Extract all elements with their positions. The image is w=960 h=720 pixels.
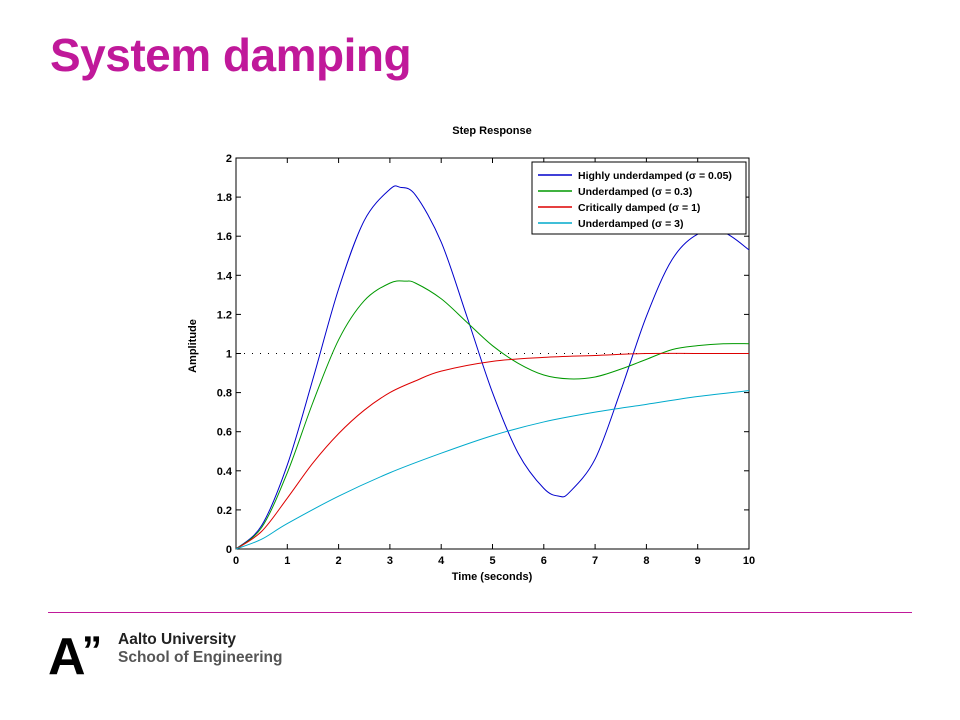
x-tick-label: 0: [233, 555, 239, 567]
series-line-2: [235, 280, 750, 550]
y-tick-label: 1.8: [217, 192, 232, 204]
legend-box: [531, 161, 747, 235]
x-tick-label: 9: [695, 555, 701, 567]
y-tick-label: 0.6: [217, 427, 232, 439]
x-tick-label: 2: [336, 555, 342, 567]
x-axis-label: Time (seconds): [452, 571, 533, 583]
series-line-3: [235, 352, 749, 550]
ticks-layer: 0 1 2 3 4 5 6 7 8 9 10 0 0.2 0.4 0.6 0.8 1 1.2 1.4 1.6 1.8 2: [217, 153, 755, 567]
y-tick-label: 1: [226, 349, 232, 361]
y-tick-label: 0.2: [217, 505, 232, 517]
x-tick-label: 10: [743, 555, 755, 567]
x-tick-label: 5: [489, 555, 495, 567]
y-tick-label: 0: [226, 544, 232, 556]
x-tick-label: 1: [284, 555, 290, 567]
chart-legend: Highly underdamped (σ = 0.05) Underdamped…: [531, 161, 747, 235]
step-response-chart: Step Response 0 1 2 3 4 5 6 7 8 9 10 0 0.2 0.4 0.6 0.8 1…: [187, 125, 755, 583]
aalto-logo-mark: A ”: [48, 630, 102, 676]
logo-quotes: ”: [82, 630, 102, 673]
x-tick-label: 3: [387, 555, 393, 567]
x-tick-label: 8: [643, 555, 649, 567]
legend-label: Underdamped (σ = 0.3): [578, 186, 692, 198]
slide-title: System damping: [50, 29, 412, 81]
y-axis-label: Amplitude: [187, 319, 199, 373]
x-tick-label: 6: [541, 555, 547, 567]
institution-name: Aalto University School of Engineering: [118, 631, 282, 667]
y-tick-label: 0.8: [217, 388, 232, 400]
x-tick-label: 7: [592, 555, 598, 567]
y-tick-label: 2: [226, 153, 232, 165]
series-layer: [235, 185, 750, 550]
y-tick-label: 0.4: [217, 466, 233, 478]
y-tick-label: 1.4: [217, 270, 233, 282]
footer-divider: [48, 612, 912, 613]
institution-line-1: Aalto University: [118, 631, 237, 648]
series-line-4: [235, 390, 750, 550]
x-tick-label: 4: [438, 555, 445, 567]
legend-label: Critically damped (σ = 1): [578, 202, 700, 214]
legend-label: Underdamped (σ = 3): [578, 218, 684, 230]
y-tick-label: 1.2: [217, 309, 232, 321]
chart-title: Step Response: [452, 125, 531, 137]
institution-line-2: School of Engineering: [118, 649, 283, 666]
logo-glyph: A: [48, 630, 86, 676]
legend-label: Highly underdamped (σ = 0.05): [578, 170, 732, 182]
series-line-1: [235, 185, 750, 550]
y-tick-label: 1.6: [217, 231, 232, 243]
